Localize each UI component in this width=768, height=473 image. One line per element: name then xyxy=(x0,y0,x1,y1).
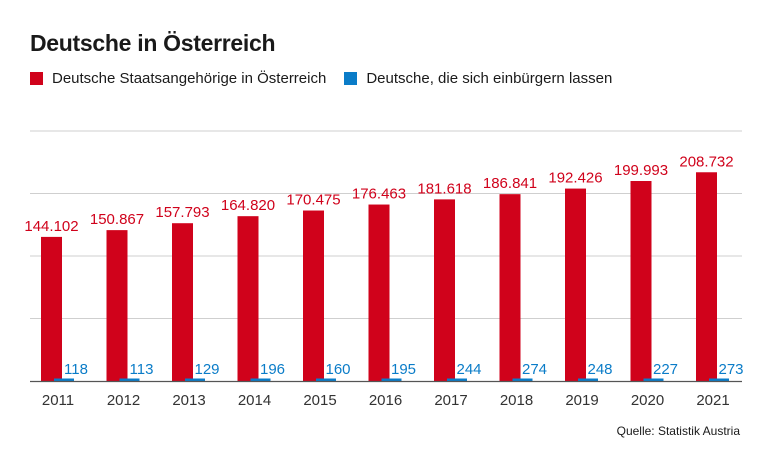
legend: Deutsche Staatsangehörige in Österreich … xyxy=(30,70,630,87)
data-label-secondary: 274 xyxy=(522,361,547,378)
bar-secondary xyxy=(185,378,205,381)
data-label-primary: 199.993 xyxy=(614,162,668,179)
data-label-primary: 170.475 xyxy=(286,192,340,209)
data-label-primary: 150.867 xyxy=(90,211,144,228)
x-tick-label: 2017 xyxy=(434,392,467,409)
data-label-primary: 164.820 xyxy=(221,197,275,214)
data-label-secondary: 113 xyxy=(130,361,154,378)
data-label-secondary: 273 xyxy=(718,361,743,378)
legend-label-primary: Deutsche Staatsangehörige in Österreich xyxy=(52,70,327,87)
source-note: Quelle: Statistik Austria xyxy=(616,424,740,438)
bar-primary xyxy=(696,172,717,381)
legend-item-secondary: Deutsche, die sich einbürgern lassen xyxy=(344,70,612,87)
data-label-secondary: 118 xyxy=(64,361,88,378)
bar-secondary xyxy=(250,378,271,381)
legend-item-primary: Deutsche Staatsangehörige in Österreich xyxy=(30,70,326,87)
bar-primary xyxy=(499,194,521,381)
data-label-primary: 192.426 xyxy=(548,170,602,187)
bar-secondary xyxy=(709,378,729,381)
x-tick-label: 2016 xyxy=(369,392,402,409)
bar-primary xyxy=(303,210,324,381)
bar-primary xyxy=(368,204,390,381)
bar-primary xyxy=(237,216,259,381)
bar-secondary xyxy=(643,378,664,381)
x-tick-label: 2018 xyxy=(500,392,533,409)
bar-primary xyxy=(41,236,62,381)
data-label-secondary: 196 xyxy=(260,361,285,378)
bar-primary xyxy=(630,181,652,381)
data-label-primary: 176.463 xyxy=(352,186,406,203)
bar-primary xyxy=(106,230,128,381)
bar-secondary xyxy=(447,378,467,381)
bar-secondary xyxy=(578,378,598,381)
bar-primary xyxy=(434,199,455,381)
bar-secondary xyxy=(119,378,140,381)
chart-title: Deutsche in Österreich xyxy=(30,30,276,56)
legend-label-secondary: Deutsche, die sich einbürgern lassen xyxy=(366,70,613,87)
bar-secondary xyxy=(54,378,74,381)
x-tick-label: 2015 xyxy=(303,392,336,409)
data-label-primary: 144.102 xyxy=(24,218,78,235)
data-label-secondary: 227 xyxy=(653,361,678,378)
data-label-secondary: 244 xyxy=(456,361,481,378)
data-label-secondary: 195 xyxy=(391,361,416,378)
x-tick-label: 2020 xyxy=(631,392,664,409)
x-tick-label: 2021 xyxy=(696,392,729,409)
data-label-secondary: 129 xyxy=(194,361,219,378)
x-tick-label: 2014 xyxy=(238,392,271,409)
x-tick-label: 2011 xyxy=(42,392,74,409)
legend-swatch-primary xyxy=(30,72,43,85)
data-label-secondary: 248 xyxy=(587,361,612,378)
data-label-primary: 186.841 xyxy=(483,175,537,192)
bar-secondary xyxy=(381,378,402,381)
bar-primary xyxy=(565,188,586,381)
bar-primary xyxy=(172,223,193,381)
legend-swatch-secondary xyxy=(344,72,358,85)
data-label-primary: 157.793 xyxy=(155,204,209,221)
bar-secondary xyxy=(316,378,336,381)
data-label-primary: 181.618 xyxy=(417,180,471,197)
data-label-secondary: 160 xyxy=(325,361,350,378)
x-tick-label: 2012 xyxy=(107,392,140,409)
data-label-primary: 208.732 xyxy=(679,153,733,170)
bar-secondary xyxy=(512,378,533,381)
x-tick-label: 2013 xyxy=(172,392,205,409)
x-tick-label: 2019 xyxy=(565,392,598,409)
